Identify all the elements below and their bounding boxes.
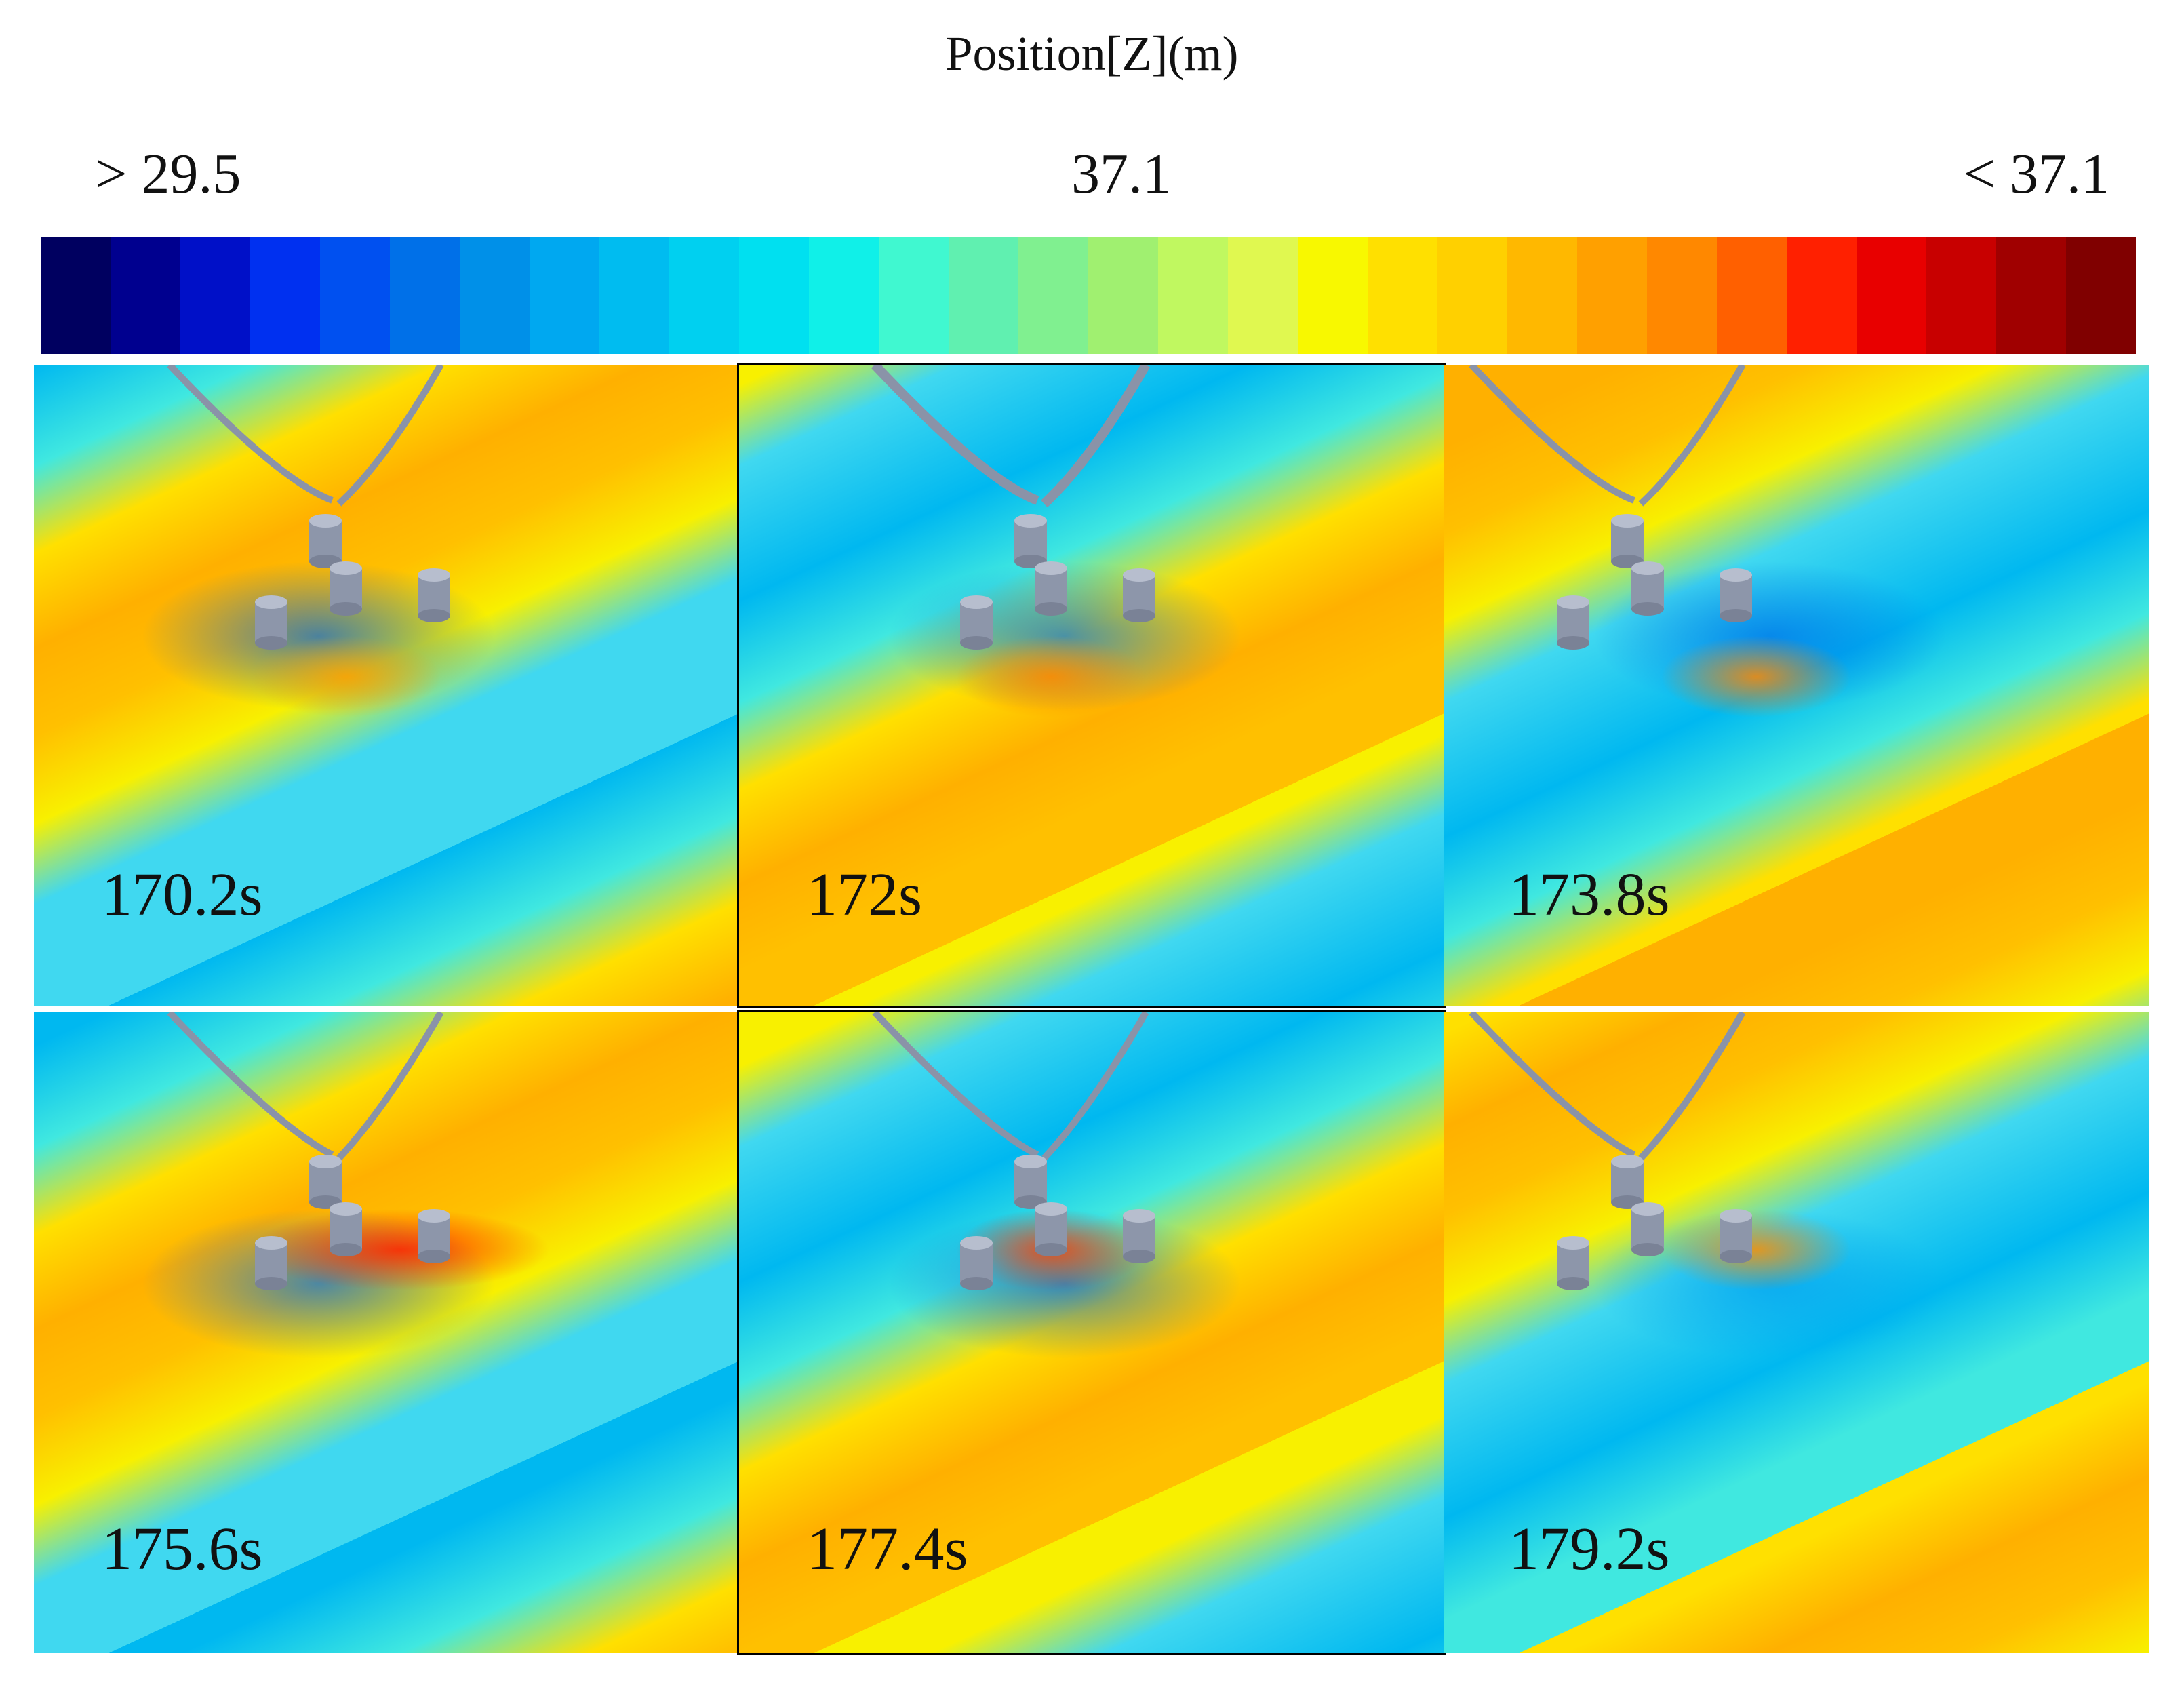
column-cylinder — [418, 568, 450, 622]
colorbar-segment — [1787, 237, 1857, 354]
colorbar-segment — [1507, 237, 1577, 354]
mooring-line — [167, 365, 334, 504]
colorbar-segment — [949, 237, 1018, 354]
column-cylinder — [330, 561, 362, 616]
colorbar-max-label: < 37.1 — [1963, 142, 2109, 205]
wave-surface — [739, 365, 1444, 1006]
colorbar-segment — [1577, 237, 1647, 354]
colorbar-segment — [1647, 237, 1717, 354]
column-cylinder — [309, 1155, 342, 1209]
column-cylinder — [255, 595, 287, 650]
column-cylinder — [330, 1202, 362, 1256]
column-cylinder — [1035, 1202, 1067, 1256]
time-label: 170.2s — [102, 861, 263, 928]
colorbar-segment — [1298, 237, 1368, 354]
column-cylinder — [1557, 1236, 1589, 1290]
colorbar-segment — [460, 237, 530, 354]
colorbar-min-label: > 29.5 — [95, 142, 241, 205]
column-cylinder — [1014, 1155, 1047, 1209]
colorbar-segment — [1857, 237, 1926, 354]
colorbar-segment — [669, 237, 739, 354]
column-cylinder — [1557, 595, 1589, 650]
colorbar-segment — [809, 237, 879, 354]
colorbar-segment — [1228, 237, 1298, 354]
snapshot-panel-2: 172s — [737, 363, 1446, 1008]
mooring-line — [1638, 365, 1746, 507]
mooring-line — [872, 1012, 1039, 1158]
colorbar-segment — [1088, 237, 1158, 354]
colorbar-segment — [250, 237, 320, 354]
colorbar-segment — [739, 237, 809, 354]
colorbar-segment — [2066, 237, 2136, 354]
colorbar-segment — [390, 237, 460, 354]
mooring-line — [336, 1012, 444, 1161]
column-cylinder — [1611, 514, 1644, 568]
column-cylinder — [1720, 568, 1752, 622]
colorbar-segment — [1437, 237, 1507, 354]
snapshot-panel-3: 173.8s — [1444, 365, 2149, 1006]
mooring-line — [336, 365, 444, 507]
mooring-line — [1638, 1012, 1746, 1161]
colorbar — [41, 237, 2136, 354]
column-cylinder — [1611, 1155, 1644, 1209]
column-cylinder — [1014, 514, 1047, 568]
colorbar-segment — [320, 237, 390, 354]
colorbar-segment — [1018, 237, 1088, 354]
colorbar-segment — [1158, 237, 1228, 354]
wave-surface — [1444, 365, 2149, 1006]
crest-region — [1661, 636, 1851, 717]
mooring-line — [167, 1012, 334, 1158]
column-cylinder — [1035, 561, 1067, 616]
colorbar-segment — [1717, 237, 1787, 354]
colorbar-segment — [180, 237, 250, 354]
mooring-line — [1469, 1012, 1636, 1158]
time-label: 172s — [807, 861, 923, 928]
snapshot-grid: 170.2s 172s 173.8s 175.6s 177.4s 179.2s — [34, 363, 2149, 1674]
crest-region — [1661, 1209, 1851, 1290]
colorbar-title: Position[Z](m) — [945, 26, 1239, 81]
time-label: 177.4s — [807, 1516, 968, 1583]
colorbar-segment — [1926, 237, 1996, 354]
wave-surface — [1444, 1012, 2149, 1653]
time-label: 179.2s — [1509, 1516, 1670, 1583]
mooring-line — [1041, 1012, 1149, 1161]
column-cylinder — [255, 1236, 287, 1290]
colorbar-segment — [1996, 237, 2066, 354]
crest-region — [251, 1209, 549, 1290]
mooring-line — [871, 365, 1039, 505]
mooring-line — [1041, 365, 1151, 508]
colorbar-mid-label: 37.1 — [1071, 142, 1171, 205]
column-cylinder — [1631, 1202, 1664, 1256]
wave-surface — [34, 1012, 739, 1653]
colorbar-segment — [41, 237, 111, 354]
column-cylinder — [418, 1209, 450, 1263]
mooring-line — [1469, 365, 1635, 504]
colorbar-segment — [599, 237, 669, 354]
wave-surface — [34, 365, 739, 1006]
colorbar-segment — [879, 237, 949, 354]
column-cylinder — [309, 514, 342, 568]
time-label: 175.6s — [102, 1516, 263, 1583]
column-cylinder — [1631, 561, 1664, 616]
column-cylinder — [1123, 568, 1155, 622]
snapshot-panel-4: 175.6s — [34, 1012, 739, 1653]
column-cylinder — [1123, 1209, 1155, 1263]
time-label: 173.8s — [1509, 861, 1670, 928]
crest-region — [956, 636, 1146, 717]
wave-surface — [739, 1012, 1444, 1653]
colorbar-segment — [1368, 237, 1437, 354]
snapshot-panel-1: 170.2s — [34, 365, 739, 1006]
snapshot-panel-6: 179.2s — [1444, 1012, 2149, 1653]
colorbar-segment — [530, 237, 599, 354]
column-cylinder — [960, 595, 993, 650]
column-cylinder — [960, 1236, 993, 1290]
column-cylinder — [1720, 1209, 1752, 1263]
colorbar-segment — [111, 237, 180, 354]
crest-region — [251, 636, 441, 717]
snapshot-panel-5: 177.4s — [737, 1010, 1446, 1655]
